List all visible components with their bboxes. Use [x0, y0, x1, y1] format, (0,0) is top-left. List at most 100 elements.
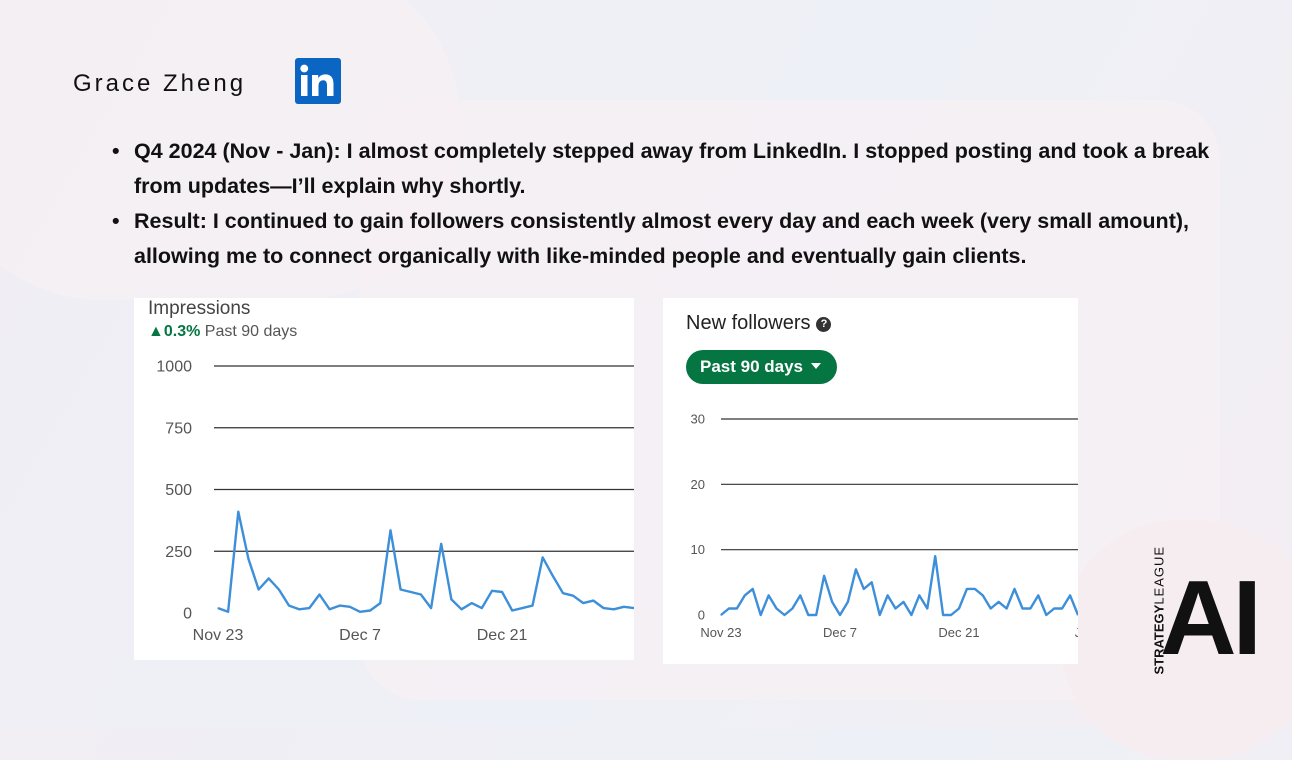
bullet-item: • Q4 2024 (Nov - Jan): I almost completel…: [112, 134, 1262, 204]
data-point: [815, 614, 817, 616]
data-point: [1037, 594, 1039, 596]
data-point: [298, 608, 300, 610]
data-point: [1029, 607, 1031, 610]
data-point: [736, 607, 738, 610]
bullet-list: • Q4 2024 (Nov - Jan): I almost completel…: [112, 134, 1262, 274]
data-point: [329, 608, 331, 610]
data-point: [633, 607, 634, 609]
data-point: [752, 588, 754, 590]
data-point: [823, 575, 825, 577]
x-tick-label: Nov 23: [193, 627, 244, 644]
data-point: [481, 607, 483, 609]
data-point: [501, 591, 503, 593]
series-line: [217, 510, 634, 613]
y-tick-label: 500: [165, 482, 192, 499]
data-point: [410, 591, 412, 593]
data-point: [623, 606, 625, 608]
bullet-dot: •: [112, 139, 120, 163]
caret-down-icon: [811, 363, 822, 369]
data-point: [359, 611, 361, 613]
x-tick-label: Dec 7: [823, 625, 857, 640]
period-dropdown-button[interactable]: Past 90 days: [686, 350, 838, 384]
followers-card: 0 10 20 30 Nov 23 Dec 7 Dec 21 J New followers?…: [663, 298, 1078, 664]
data-point: [847, 601, 849, 603]
data-point: [572, 595, 574, 597]
data-point: [894, 607, 897, 610]
x-tick-label: J: [1075, 625, 1078, 640]
series-line: [720, 555, 1078, 617]
data-point: [910, 614, 912, 616]
data-point: [613, 608, 615, 610]
logo-ai-letters: AI: [1160, 559, 1262, 677]
data-point: [349, 606, 351, 608]
data-point: [217, 607, 219, 609]
data-point: [760, 614, 762, 616]
data-point: [783, 614, 786, 616]
data-point: [966, 588, 968, 590]
data-point: [288, 604, 290, 607]
data-point: [831, 601, 833, 603]
data-point: [768, 594, 770, 596]
delta-up-arrow-icon: ▲: [148, 323, 164, 340]
data-point: [440, 543, 442, 545]
period-button-label: Past 90 days: [700, 357, 804, 376]
data-point: [902, 601, 905, 603]
delta-value: 0.3%: [163, 323, 201, 340]
y-tick-label: 750: [165, 420, 192, 437]
data-point: [268, 577, 270, 580]
data-point: [552, 575, 554, 577]
y-tick-label: 0: [183, 606, 192, 623]
data-point: [990, 607, 992, 610]
data-point: [308, 607, 310, 609]
data-point: [339, 604, 341, 607]
x-tick-label: Dec 21: [477, 627, 528, 644]
data-point: [511, 609, 513, 612]
data-point: [1077, 614, 1078, 616]
logo-strategy-text: STRATEGY: [1151, 604, 1167, 675]
delta-period: Past 90 days: [204, 323, 298, 340]
y-tick-label: 10: [691, 542, 705, 557]
y-tick-label: 250: [165, 544, 192, 561]
data-point: [791, 607, 793, 610]
linkedin-logo-icon: [295, 58, 341, 104]
bullet-text: Result: I continued to gain followers co…: [134, 209, 1189, 268]
data-point: [379, 602, 381, 604]
data-point: [257, 588, 260, 591]
bullet-dot: •: [112, 209, 120, 233]
data-point: [918, 594, 920, 596]
data-point: [450, 598, 452, 601]
data-point: [926, 607, 928, 610]
data-point: [720, 614, 722, 616]
data-point: [602, 607, 605, 609]
data-point: [318, 593, 321, 596]
help-icon[interactable]: ?: [816, 317, 832, 332]
data-point: [430, 607, 432, 609]
data-point: [855, 568, 857, 570]
x-tick-label: Dec 7: [339, 627, 381, 644]
data-point: [887, 594, 889, 596]
data-point: [728, 607, 730, 610]
bullet-item: • Result: I continued to gain followers c…: [112, 204, 1262, 274]
data-point: [420, 593, 422, 596]
data-point: [799, 594, 801, 596]
bullet-text: Q4 2024 (Nov - Jan): I almost completely…: [134, 139, 1210, 198]
data-point: [582, 602, 584, 604]
logo-league-text: LEAGUE: [1151, 545, 1167, 605]
data-point: [942, 614, 944, 616]
data-point: [562, 592, 564, 594]
data-point: [1061, 607, 1063, 610]
data-point: [369, 609, 371, 612]
followers-title: New followers?: [686, 312, 832, 335]
data-point: [775, 607, 778, 610]
data-point: [491, 590, 493, 592]
data-point: [1021, 607, 1024, 610]
data-point: [807, 614, 809, 616]
data-point: [1006, 607, 1008, 610]
author-name: Grace Zheng: [73, 70, 247, 97]
impressions-chart: 0 250 500 750 1000 Nov 23 Dec 7 Dec 21: [156, 359, 634, 644]
data-point: [998, 601, 1000, 603]
x-tick-label: Dec 21: [938, 625, 979, 640]
logo-vertical-text: STRATEGYLEAGUE: [1151, 546, 1167, 675]
data-point: [974, 588, 976, 590]
data-point: [460, 608, 463, 610]
